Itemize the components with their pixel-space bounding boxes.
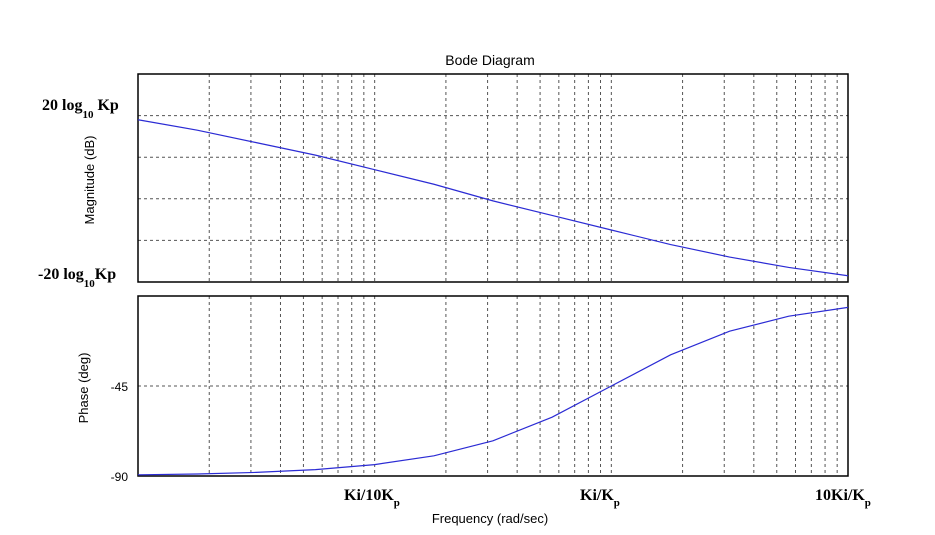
phase-ytick-neg90: -90	[111, 470, 129, 484]
x-axis-label: Frequency (rad/sec)	[432, 511, 548, 526]
phase-y-axis-label: Phase (deg)	[76, 353, 91, 424]
magnitude-panel: Magnitude (dB) 20 log10 Kp -20 log10Kp	[38, 73, 849, 290]
magnitude-top-annotation: 20 log10 Kp	[42, 97, 119, 121]
chart-title: Bode Diagram	[445, 52, 535, 68]
magnitude-series-line	[137, 119, 849, 277]
magnitude-y-axis-label: Magnitude (dB)	[82, 136, 97, 225]
phase-series-line	[137, 306, 849, 476]
magnitude-frame	[137, 73, 849, 283]
phase-grid	[138, 296, 848, 477]
xtick-label-10ki-kp: 10Ki/Kp	[815, 487, 871, 509]
magnitude-grid	[138, 74, 848, 282]
phase-panel: Phase (deg) -45 -90 Ki/10Kp Ki/Kp 10Ki/K…	[76, 295, 871, 526]
magnitude-bottom-annotation: -20 log10Kp	[38, 266, 116, 290]
xtick-label-ki-kp: Ki/Kp	[580, 487, 620, 509]
phase-frame	[137, 295, 849, 477]
phase-ytick-neg45: -45	[111, 380, 129, 394]
xtick-label-ki-10kp: Ki/10Kp	[344, 487, 400, 509]
